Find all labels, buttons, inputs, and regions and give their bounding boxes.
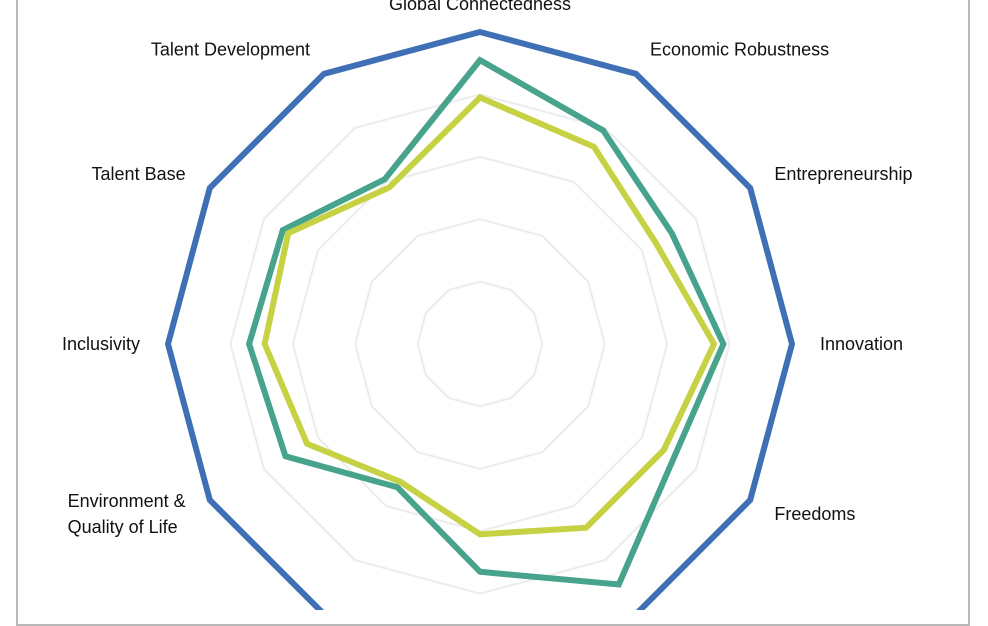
- axis-label-1: Global Connectedness: [389, 0, 571, 14]
- radar-grid: [229, 93, 731, 595]
- axis-labels: Global Connectedness Economic Robustness E…: [62, 0, 913, 537]
- series-line-2: [245, 56, 727, 588]
- radar-chart: Global Connectedness Economic Robustness E…: [62, 0, 913, 610]
- axis-label-10: Inclusivity: [62, 334, 140, 354]
- axis-label-4: Innovation: [820, 334, 903, 354]
- series-line-3: [261, 93, 718, 538]
- grid-ring-2: [354, 218, 606, 470]
- axis-label-3: Entrepreneurship: [774, 164, 912, 184]
- axis-label-11: Talent Base: [92, 164, 186, 184]
- axis-label-12: Talent Development: [151, 40, 310, 60]
- axis-label-5: Freedoms: [774, 504, 855, 524]
- axis-label-2: Economic Robustness: [650, 40, 829, 60]
- grid-ring-4: [229, 93, 731, 595]
- series-line-1: [164, 28, 796, 610]
- axis-label-9: Environment & Quality of Life: [68, 491, 186, 537]
- radar-series: [164, 28, 796, 610]
- grid-ring-1: [416, 280, 544, 408]
